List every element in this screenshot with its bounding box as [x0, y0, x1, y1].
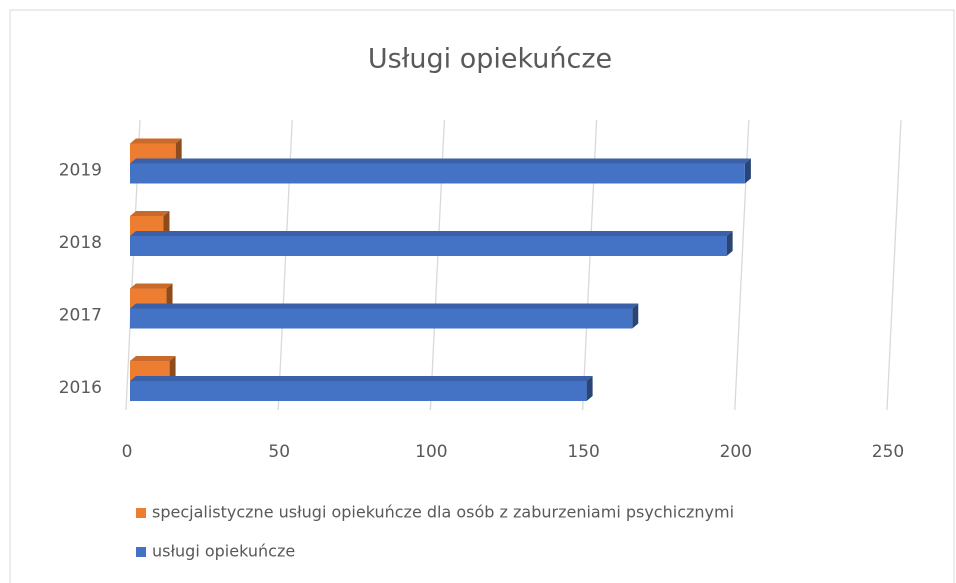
bar-front	[130, 308, 633, 329]
x-tick-label: 0	[122, 442, 133, 462]
y-tick-label: 2016	[59, 378, 102, 398]
bar-top	[130, 303, 639, 309]
bar	[130, 231, 733, 256]
bar-top	[130, 138, 182, 144]
bar-side	[586, 376, 593, 401]
bar-side	[163, 211, 170, 236]
bar-top	[130, 356, 176, 361]
x-tick-label: 250	[872, 442, 904, 462]
bar	[130, 376, 593, 401]
chart-title: Usługi opiekuńcze	[368, 44, 612, 75]
bar-front	[130, 163, 745, 184]
bar-front	[130, 236, 727, 256]
x-tick-label: 150	[567, 442, 599, 462]
bar-top	[130, 376, 593, 381]
bar-top	[130, 231, 733, 236]
bar-side	[744, 158, 751, 184]
legend-label: specjalistyczne usługi opiekuńcze dla os…	[152, 503, 734, 522]
bar-top	[130, 283, 173, 289]
x-tick-label: 50	[268, 442, 290, 462]
bar-front	[130, 381, 587, 401]
grid-line	[886, 119, 902, 411]
bar-side	[166, 283, 173, 309]
y-tick-label: 2018	[59, 233, 102, 253]
y-tick-label: 2019	[59, 161, 102, 181]
bar	[130, 158, 751, 184]
bar-side	[169, 356, 176, 381]
bar-top	[130, 211, 170, 216]
bar-side	[726, 231, 733, 256]
bar	[130, 303, 639, 329]
legend-swatch	[136, 547, 146, 557]
bar-side	[632, 303, 639, 329]
bar-side	[175, 138, 182, 164]
bar-top	[130, 158, 751, 164]
x-tick-label: 100	[415, 442, 447, 462]
y-tick-label: 2017	[59, 306, 102, 326]
legend-label: usługi opiekuńcze	[152, 542, 295, 561]
legend-swatch	[136, 508, 146, 518]
x-tick-label: 200	[720, 442, 752, 462]
